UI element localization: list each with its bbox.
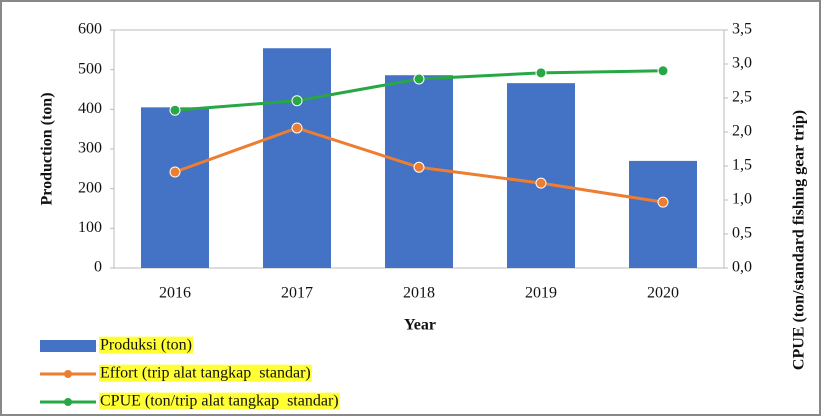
legend-label: Produksi (ton) — [100, 337, 192, 354]
y2-tick-label: 0,0 — [732, 259, 752, 276]
legend-label: Effort (trip alat tangkap standar) — [100, 365, 311, 382]
x-tick-label: 2019 — [525, 285, 557, 302]
legend-highlight — [99, 336, 193, 354]
marker — [291, 95, 303, 107]
y-tick-label: 0 — [94, 259, 102, 276]
marker — [169, 104, 181, 116]
marker — [413, 73, 425, 85]
legend-marker — [64, 398, 72, 406]
y2-tick-label: 3,5 — [732, 21, 752, 38]
y2-tick-label: 0,5 — [732, 225, 752, 242]
x-tick-label: 2020 — [647, 285, 679, 302]
legend-entry: CPUE (ton/trip alat tangkap standar) — [40, 392, 340, 410]
legend-highlight — [99, 364, 312, 382]
y-tick-label: 400 — [78, 100, 102, 117]
y-tick-label: 300 — [78, 140, 102, 157]
y2-tick-label: 1,0 — [732, 191, 752, 208]
bar — [507, 83, 575, 268]
marker — [535, 177, 547, 189]
x-axis-title: Year — [404, 317, 436, 334]
legend-entry: Effort (trip alat tangkap standar) — [40, 364, 312, 382]
bar — [263, 48, 331, 268]
y-tick-label: 600 — [78, 21, 102, 38]
bar — [629, 160, 697, 268]
bar — [141, 107, 209, 268]
x-tick-label: 2017 — [281, 285, 313, 302]
y2-tick-label: 1,5 — [732, 157, 752, 174]
y-axis-title: Production (ton) — [39, 92, 56, 205]
legend-entry: Produksi (ton) — [40, 336, 193, 354]
marker — [169, 166, 181, 178]
y-tick-label: 500 — [78, 60, 102, 77]
legend-marker — [64, 370, 72, 378]
legend-label: CPUE (ton/trip alat tangkap standar) — [100, 393, 339, 410]
marker — [657, 65, 669, 77]
y2-tick-label: 2,0 — [732, 123, 752, 140]
y-tick-label: 100 — [78, 219, 102, 236]
y2-axis-title: CPUE (ton/standard fishing gear trip) — [791, 110, 808, 370]
marker — [413, 161, 425, 173]
x-tick-label: 2018 — [403, 285, 435, 302]
legend-swatch — [40, 340, 96, 352]
marker — [535, 67, 547, 79]
y2-tick-label: 3,0 — [732, 55, 752, 72]
marker — [657, 196, 669, 208]
y2-tick-label: 2,5 — [732, 89, 752, 106]
marker — [291, 122, 303, 134]
x-tick-label: 2016 — [159, 285, 191, 302]
legend-highlight — [99, 392, 340, 410]
y-tick-label: 200 — [78, 179, 102, 196]
